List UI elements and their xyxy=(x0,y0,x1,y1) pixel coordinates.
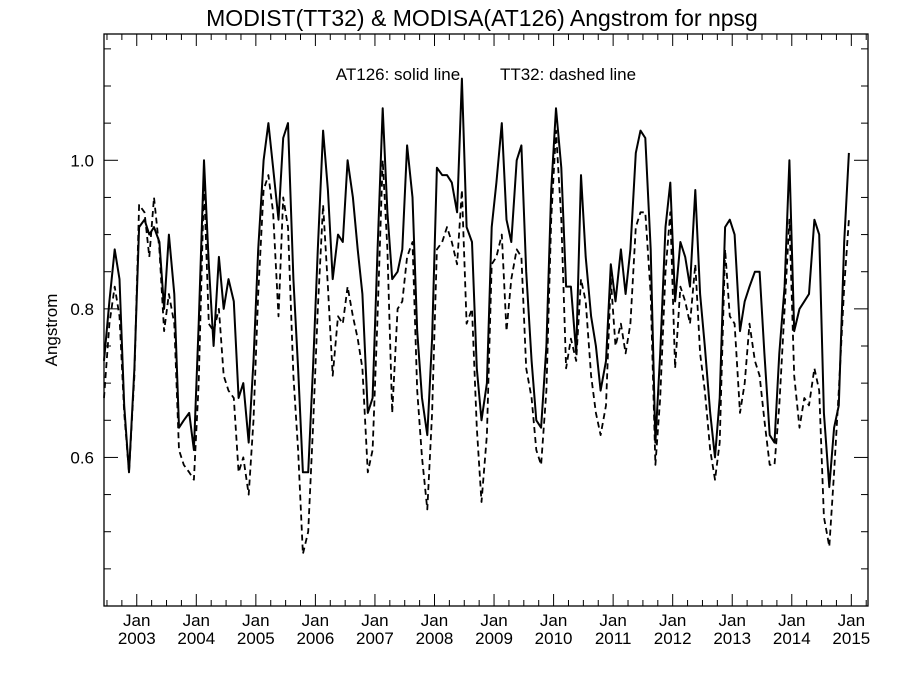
x-tick-label-year: 2010 xyxy=(535,629,573,648)
chart-title: MODIST(TT32) & MODISA(AT126) Angstrom fo… xyxy=(206,5,758,31)
x-tick-label-year: 2005 xyxy=(237,629,275,648)
x-tick-label-month: Jan xyxy=(659,611,686,630)
plot-frame xyxy=(103,33,869,607)
y-tick-label: 1.0 xyxy=(70,151,94,170)
x-tick-label-year: 2009 xyxy=(475,629,513,648)
y-axis-label: Angstrom xyxy=(42,294,61,367)
x-tick-label-year: 2003 xyxy=(118,629,156,648)
x-tick-label-month: Jan xyxy=(838,611,865,630)
x-tick-label-year: 2012 xyxy=(654,629,692,648)
x-tick-label-month: Jan xyxy=(599,611,626,630)
x-tick-label-month: Jan xyxy=(183,611,210,630)
x-tick-label-month: Jan xyxy=(719,611,746,630)
annotation-dashed: TT32: dashed line xyxy=(500,65,636,84)
x-tick-label-month: Jan xyxy=(540,611,567,630)
x-tick-label-year: 2004 xyxy=(177,629,215,648)
x-tick-label-year: 2011 xyxy=(595,629,632,648)
x-tick-label-year: 2007 xyxy=(356,629,394,648)
x-tick-label-month: Jan xyxy=(778,611,805,630)
x-tick-label-year: 2008 xyxy=(416,629,454,648)
x-tick-label-month: Jan xyxy=(361,611,388,630)
x-tick-label-month: Jan xyxy=(421,611,448,630)
x-tick-label-year: 2015 xyxy=(832,629,870,648)
series-line-at126 xyxy=(103,77,850,489)
axis-layer: 0.60.81.0Jan2003Jan2004Jan2005Jan2006Jan… xyxy=(70,34,870,648)
series-line-tt32 xyxy=(103,129,850,555)
x-tick-label-month: Jan xyxy=(242,611,269,630)
y-tick-label: 0.8 xyxy=(70,300,94,319)
x-tick-label-month: Jan xyxy=(123,611,150,630)
x-tick-label-month: Jan xyxy=(480,611,507,630)
x-tick-label-year: 2006 xyxy=(296,629,334,648)
x-tick-label-year: 2013 xyxy=(713,629,751,648)
y-tick-label: 0.6 xyxy=(70,448,94,467)
x-tick-label-year: 2014 xyxy=(773,629,811,648)
annotation-solid: AT126: solid line xyxy=(336,65,460,84)
x-tick-label-month: Jan xyxy=(302,611,329,630)
series-layer xyxy=(103,77,850,555)
